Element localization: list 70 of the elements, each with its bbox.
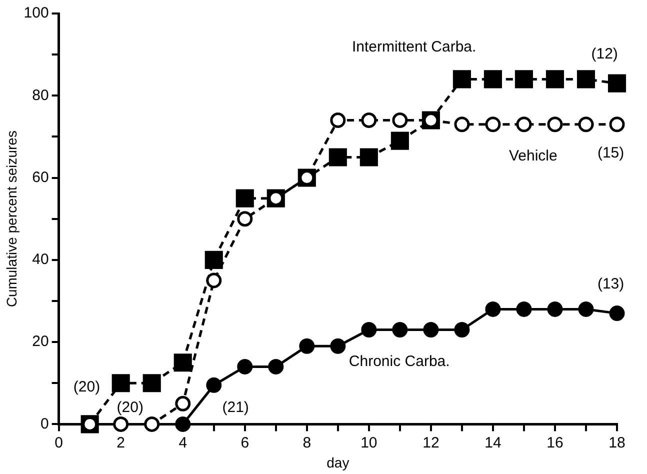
x-tick-label: 8 — [302, 434, 312, 452]
y-tick-label: 0 — [40, 415, 49, 432]
point — [206, 272, 222, 288]
point — [112, 374, 130, 392]
series-label: Vehicle — [508, 148, 558, 165]
point — [516, 116, 532, 132]
y-tick-label: 60 — [32, 168, 49, 186]
point — [142, 374, 161, 392]
y-tick-label: 20 — [32, 333, 49, 350]
point — [330, 112, 346, 128]
point — [576, 70, 596, 88]
point — [144, 416, 160, 432]
series-label: Intermittent Carba. — [352, 38, 476, 56]
point — [174, 354, 192, 372]
y-tick-label: 100 — [24, 4, 49, 22]
annotation: (15) — [597, 144, 624, 162]
point — [454, 322, 470, 338]
x-tick-label: 12 — [422, 434, 440, 452]
point — [609, 306, 625, 322]
point — [361, 322, 377, 338]
x-tick-label: 16 — [546, 434, 564, 452]
point — [516, 301, 532, 317]
point — [392, 322, 408, 338]
point — [608, 74, 626, 92]
annotation: (20) — [116, 398, 144, 416]
annotation: (20) — [73, 378, 100, 396]
point — [609, 116, 625, 132]
x-tick-label: 2 — [116, 434, 126, 452]
x-tick-label: 6 — [240, 434, 250, 452]
annotation: (13) — [597, 276, 624, 293]
series-label: Chronic Carba. — [348, 352, 450, 370]
point — [390, 132, 409, 150]
point — [546, 70, 564, 88]
point — [206, 377, 222, 393]
point — [547, 116, 563, 132]
point — [360, 148, 378, 166]
point — [452, 70, 471, 88]
point — [514, 70, 533, 88]
x-axis-title: day — [326, 454, 350, 470]
x-tick-label: 0 — [54, 434, 63, 452]
point — [485, 116, 501, 132]
annotation: (21) — [222, 398, 249, 416]
point — [175, 396, 191, 412]
point — [328, 148, 347, 166]
point — [299, 338, 315, 354]
point — [204, 250, 223, 269]
point — [237, 358, 253, 374]
point — [547, 301, 563, 317]
y-tick-label: 40 — [32, 251, 49, 268]
y-axis-title: Cumulative percent seizures — [3, 130, 20, 308]
point — [175, 416, 191, 432]
point — [236, 189, 254, 208]
point — [113, 416, 129, 432]
point — [330, 338, 346, 354]
point — [578, 116, 594, 132]
point — [423, 322, 439, 338]
annotation: (12) — [591, 46, 618, 63]
point — [484, 70, 502, 88]
x-tick-label: 4 — [178, 434, 188, 452]
point — [268, 358, 284, 374]
point — [361, 112, 377, 128]
y-tick-label: 80 — [32, 86, 49, 104]
x-tick-label: 14 — [484, 434, 502, 452]
point — [392, 112, 408, 128]
x-tick-label: 10 — [360, 434, 378, 452]
point — [485, 301, 501, 317]
point — [237, 211, 253, 227]
point — [578, 301, 594, 317]
point — [454, 116, 470, 132]
x-tick-label: 18 — [608, 434, 626, 452]
